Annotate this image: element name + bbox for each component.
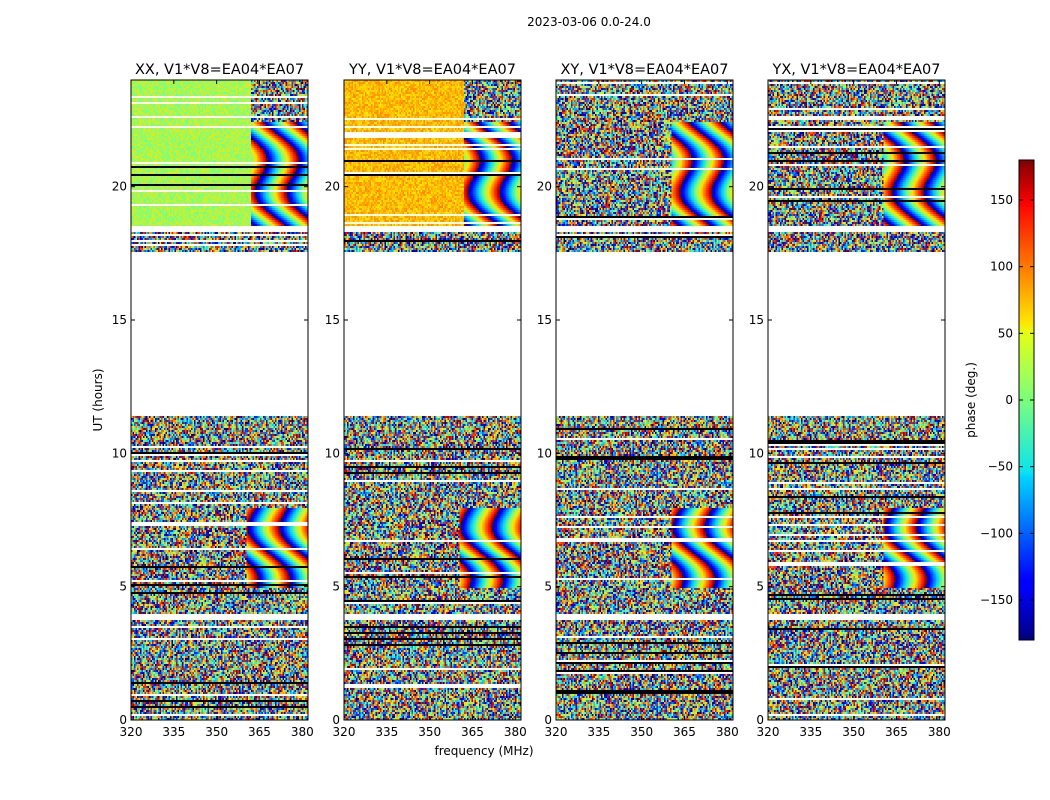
y-tick-label: 10 (749, 446, 764, 460)
x-tick-label: 350 (842, 725, 865, 739)
x-tick-label: 350 (418, 725, 441, 739)
colorbar: 150 100 50 0 −50 −100 −150 phase (deg.) (964, 159, 1035, 641)
x-tick-label: 350 (630, 725, 653, 739)
phase-heatmap (556, 80, 733, 720)
y-tick-label: 20 (112, 180, 127, 194)
y-tick-label: 5 (756, 580, 764, 594)
x-axis-label: frequency (MHz) (434, 744, 533, 758)
panel-frame (555, 79, 734, 721)
x-tick-label: 335 (587, 725, 610, 739)
x-tick-label: 380 (928, 725, 951, 739)
x-tick-label: 365 (673, 725, 696, 739)
colorbar-tick-label: 0 (1005, 393, 1013, 407)
colorbar-tick-label: 50 (998, 326, 1013, 340)
x-tick-label: 365 (461, 725, 484, 739)
x-tick-label: 350 (205, 725, 228, 739)
colorbar-tick-label: 150 (990, 193, 1013, 207)
y-tick-label: 5 (544, 580, 552, 594)
colorbar-label: phase (deg.) (964, 362, 978, 438)
panels: XX, V1*V8=EA04*EA07 320 335 350 365 380 0 5 10 15… (112, 62, 951, 739)
x-tick-label: 380 (291, 725, 314, 739)
y-axis-label: UT (hours) (91, 368, 105, 431)
figure-title: 2023-03-06 0.0-24.0 (527, 15, 651, 29)
y-tick-label: 0 (544, 713, 552, 727)
y-tick-label: 20 (537, 180, 552, 194)
panel-xy: XY, V1*V8=EA04*EA07 320 335 350 365 380 0 5 10 15… (537, 62, 739, 739)
x-tick-label: 320 (333, 725, 356, 739)
colorbar-tick-label: −50 (988, 460, 1013, 474)
x-tick-label: 365 (248, 725, 271, 739)
panel-frame (343, 79, 522, 721)
colorbar-tick-label: 100 (990, 260, 1013, 274)
panel-yx: YX, V1*V8=EA04*EA07 320 335 350 365 380 0 5 10 15… (749, 62, 951, 739)
panel-frame (767, 79, 946, 721)
y-tick-label: 15 (325, 313, 340, 327)
panel-title: YY, V1*V8=EA04*EA07 (348, 62, 516, 78)
x-tick-label: 335 (375, 725, 398, 739)
panel-frame (130, 79, 309, 721)
y-tick-label: 0 (332, 713, 340, 727)
colorbar-tick-label: −100 (980, 526, 1013, 540)
y-tick-label: 0 (756, 713, 764, 727)
panel-title: XX, V1*V8=EA04*EA07 (135, 62, 304, 78)
x-tick-label: 380 (716, 725, 739, 739)
y-tick-label: 20 (325, 180, 340, 194)
panel-xx: XX, V1*V8=EA04*EA07 320 335 350 365 380 0 5 10 15… (112, 62, 314, 739)
y-tick-label: 20 (749, 180, 764, 194)
colorbar-ticks: 150 100 50 0 −50 −100 −150 (980, 193, 1034, 607)
colorbar-tick-label: −150 (980, 593, 1013, 607)
phase-heatmap (131, 80, 308, 720)
x-tick-label: 320 (757, 725, 780, 739)
panel-title: YX, V1*V8=EA04*EA07 (771, 62, 940, 78)
y-tick-label: 10 (112, 446, 127, 460)
x-tick-label: 320 (120, 725, 143, 739)
x-tick-label: 335 (162, 725, 185, 739)
y-tick-label: 15 (537, 313, 552, 327)
y-tick-label: 15 (749, 313, 764, 327)
y-tick-label: 10 (537, 446, 552, 460)
y-tick-label: 0 (119, 713, 127, 727)
panel-title: XY, V1*V8=EA04*EA07 (560, 62, 728, 78)
y-tick-label: 15 (112, 313, 127, 327)
x-tick-label: 335 (799, 725, 822, 739)
x-tick-label: 365 (885, 725, 908, 739)
x-tick-label: 320 (545, 725, 568, 739)
y-tick-label: 5 (332, 580, 340, 594)
phase-heatmap (344, 80, 521, 720)
y-tick-label: 5 (119, 580, 127, 594)
phase-heatmap (768, 80, 945, 720)
panel-yy: YY, V1*V8=EA04*EA07 320 335 350 365 380 0 5 10 15… (325, 62, 527, 739)
x-tick-label: 380 (504, 725, 527, 739)
y-tick-label: 10 (325, 446, 340, 460)
